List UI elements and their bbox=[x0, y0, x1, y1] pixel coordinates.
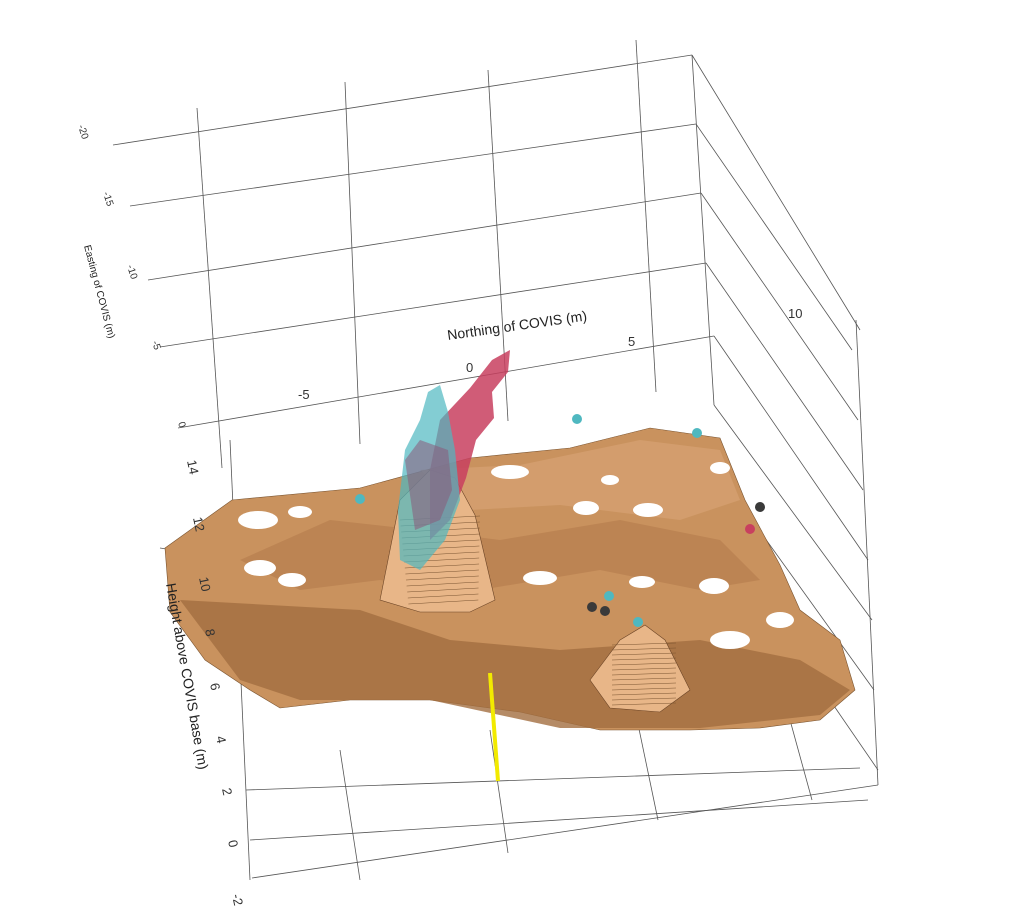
grid-line bbox=[147, 192, 702, 281]
plume-blob bbox=[745, 524, 755, 534]
grid-line bbox=[635, 39, 657, 393]
mound-contour bbox=[611, 677, 677, 681]
height-tick: 2 bbox=[219, 787, 235, 797]
height-tick: 12 bbox=[190, 516, 208, 533]
mound-contour bbox=[611, 657, 677, 661]
plume-blob bbox=[572, 414, 582, 424]
grid-line bbox=[129, 123, 697, 207]
mound-contour bbox=[611, 667, 677, 671]
height-tick: 6 bbox=[207, 682, 223, 692]
seafloor-gap bbox=[710, 462, 730, 474]
mound-contour bbox=[408, 599, 479, 605]
grid-line bbox=[196, 107, 223, 469]
seafloor-gap bbox=[491, 465, 529, 479]
northing-tick: 5 bbox=[628, 334, 635, 349]
mound-contour bbox=[611, 692, 677, 696]
plume-blob bbox=[755, 502, 765, 512]
easting-tick: -20 bbox=[75, 124, 90, 142]
seafloor-gap bbox=[710, 631, 750, 649]
grid-line bbox=[339, 749, 361, 881]
mound-contour bbox=[406, 581, 479, 587]
mound-contour bbox=[405, 575, 479, 581]
plume-blob bbox=[587, 602, 597, 612]
seafloor-gap bbox=[766, 612, 794, 628]
height-tick: 0 bbox=[225, 839, 241, 849]
grid-line bbox=[713, 404, 873, 621]
mound-contour bbox=[611, 687, 677, 691]
seafloor-gap bbox=[601, 475, 619, 485]
grid-line bbox=[489, 729, 509, 854]
seafloor-gap bbox=[288, 506, 312, 518]
mound-contour bbox=[405, 569, 479, 575]
grid-line bbox=[713, 335, 869, 561]
mound-contour bbox=[611, 662, 677, 666]
grid-line bbox=[249, 799, 869, 841]
seafloor-gap bbox=[278, 573, 306, 587]
mound-contour bbox=[611, 642, 677, 646]
grid-line bbox=[691, 54, 861, 331]
easting-axis-title: Easting of COVIS (m) bbox=[81, 244, 117, 340]
easting-ticks: -20 -15 -10 -5 0 bbox=[75, 124, 187, 430]
grid-line bbox=[177, 335, 715, 429]
mound-contour bbox=[611, 682, 677, 686]
plume-isosurface bbox=[355, 350, 765, 627]
seafloor-shade bbox=[420, 440, 740, 520]
mound-contour bbox=[407, 593, 479, 599]
covis-marker bbox=[488, 672, 500, 782]
height-tick: 14 bbox=[184, 459, 202, 476]
height-tick: 10 bbox=[196, 576, 214, 593]
seafloor-gap bbox=[238, 511, 278, 529]
mound-contour bbox=[611, 672, 677, 676]
grid-line bbox=[245, 767, 861, 791]
grid-line bbox=[855, 319, 879, 786]
northing-tick: -5 bbox=[298, 387, 310, 402]
plume-blob bbox=[600, 606, 610, 616]
mound-contour bbox=[611, 697, 677, 701]
easting-tick: 0 bbox=[175, 421, 187, 430]
northing-axis-title: Northing of COVIS (m) bbox=[446, 308, 588, 343]
height-tick: 4 bbox=[213, 735, 229, 745]
grid-line bbox=[705, 262, 864, 491]
easting-tick: -10 bbox=[124, 264, 139, 282]
plume-blob bbox=[633, 617, 643, 627]
seafloor-gap bbox=[699, 578, 729, 594]
hydrothermal-mound bbox=[589, 624, 691, 713]
grid-line bbox=[789, 719, 813, 801]
seafloor-gap bbox=[573, 501, 599, 515]
grid-line bbox=[159, 262, 707, 348]
seafloor-gap bbox=[633, 503, 663, 517]
grid-line bbox=[695, 123, 853, 351]
easting-tick: -5 bbox=[149, 340, 162, 352]
mound-contour bbox=[611, 652, 677, 656]
plume-overlap bbox=[405, 440, 452, 530]
easting-tick: -15 bbox=[100, 191, 115, 209]
seafloor-shade bbox=[240, 520, 760, 590]
plume-blob bbox=[692, 428, 702, 438]
northing-tick: 0 bbox=[466, 360, 473, 375]
plume-blob bbox=[355, 494, 365, 504]
grid-line bbox=[700, 192, 859, 421]
mound-contour bbox=[611, 702, 677, 706]
seafloor-gap bbox=[244, 560, 276, 576]
seafloor-gap bbox=[629, 576, 655, 588]
height-tick: -2 bbox=[229, 893, 246, 907]
seafloor-gap bbox=[523, 571, 557, 585]
northing-ticks: -5 0 5 10 bbox=[298, 306, 802, 402]
seafloor-surface bbox=[164, 427, 856, 731]
seafloor-shade bbox=[180, 600, 850, 728]
mound-contour bbox=[407, 587, 479, 593]
grid-line bbox=[344, 81, 361, 445]
grid-line bbox=[112, 54, 693, 146]
height-ticks: -2 0 2 4 6 8 10 12 14 bbox=[184, 459, 246, 907]
mound-contour bbox=[611, 647, 677, 651]
plume-blob bbox=[604, 591, 614, 601]
grid-line bbox=[691, 54, 715, 406]
northing-tick: 10 bbox=[788, 306, 802, 321]
grid-line bbox=[251, 784, 879, 879]
height-tick: 8 bbox=[202, 628, 218, 638]
